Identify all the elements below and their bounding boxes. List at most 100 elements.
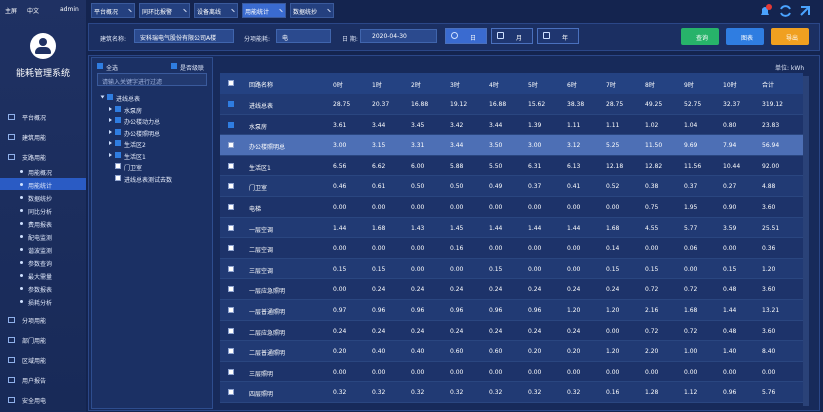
tree-arrow[interactable]: [109, 106, 112, 111]
tree-node[interactable]: 水泵房: [124, 107, 143, 115]
checkbox[interactable]: [228, 101, 234, 107]
home-link[interactable]: 主屏: [5, 8, 18, 15]
table-row[interactable]: [220, 238, 803, 259]
menu-item[interactable]: 区域用能: [22, 358, 47, 365]
checkbox[interactable]: [228, 204, 234, 210]
user-name[interactable]: admin: [60, 6, 79, 13]
select[interactable]: [276, 29, 331, 43]
tree-node[interactable]: 进线总表测试去数: [124, 176, 173, 184]
date-input[interactable]: [360, 29, 437, 43]
tab[interactable]: [242, 3, 286, 18]
checkbox[interactable]: [228, 183, 234, 190]
table-row[interactable]: [220, 300, 803, 321]
action-button[interactable]: [771, 28, 809, 45]
tree-option[interactable]: 全选: [106, 65, 119, 72]
search-placeholder[interactable]: 请输入关键字进行过滤: [102, 79, 163, 86]
tree-arrow[interactable]: [100, 95, 105, 99]
button-label[interactable]: 导出: [786, 35, 799, 42]
tree-node[interactable]: 门卫室: [124, 165, 143, 172]
submenu-item[interactable]: 谐波监测: [28, 248, 53, 255]
tab[interactable]: [290, 3, 334, 18]
tab-label[interactable]: 用能统计: [245, 9, 270, 16]
button-label[interactable]: 图表: [741, 35, 754, 42]
submenu-item[interactable]: 配电监测: [28, 235, 53, 242]
tab[interactable]: [194, 3, 238, 18]
lang-link[interactable]: 中文: [27, 8, 40, 15]
submenu-item[interactable]: 同比分析: [28, 209, 53, 216]
tree-option[interactable]: 是否级联: [180, 65, 205, 72]
menu-item[interactable]: 部门用能: [22, 338, 47, 345]
tab[interactable]: [91, 3, 135, 18]
tab-label[interactable]: 平台概况: [94, 9, 119, 16]
checkbox[interactable]: [228, 80, 234, 86]
menu-item[interactable]: 支路用能: [22, 155, 47, 162]
checkbox[interactable]: [228, 224, 234, 231]
submenu-item[interactable]: 参数报表: [28, 287, 53, 294]
submenu-item[interactable]: 用能概况: [28, 170, 53, 177]
action-button[interactable]: [681, 28, 719, 45]
checkbox[interactable]: [228, 368, 234, 375]
submenu-item[interactable]: 最大需量: [28, 274, 53, 281]
select[interactable]: [134, 29, 234, 43]
tree-arrow[interactable]: [109, 118, 112, 122]
period-label[interactable]: 月: [516, 35, 523, 42]
select-value[interactable]: 安科瑞电气股份有限公司A楼: [140, 35, 217, 42]
tree-node[interactable]: 生活区1: [124, 153, 146, 161]
table-row[interactable]: [220, 176, 803, 197]
button-label[interactable]: 查询: [696, 35, 709, 42]
checkbox[interactable]: [115, 163, 121, 169]
table-row[interactable]: [220, 382, 803, 403]
table-row[interactable]: [220, 320, 803, 342]
tab-label[interactable]: 设备离线: [197, 9, 222, 16]
submenu-item[interactable]: 参数查询: [28, 261, 53, 268]
refresh-icon[interactable]: [780, 5, 791, 17]
tree-arrow[interactable]: [109, 129, 112, 134]
checkbox[interactable]: [115, 128, 121, 135]
search-input[interactable]: [97, 73, 207, 86]
checkbox[interactable]: [107, 94, 113, 100]
period-label[interactable]: 年: [562, 35, 569, 42]
checkbox[interactable]: [228, 265, 234, 272]
table-row[interactable]: [220, 361, 803, 383]
checkbox[interactable]: [228, 286, 234, 293]
checkbox[interactable]: [115, 117, 121, 123]
tree-arrow[interactable]: [109, 152, 112, 157]
menu-item[interactable]: 安全用电: [22, 398, 47, 405]
tree-node[interactable]: 办公楼照明总: [124, 130, 161, 138]
checkbox[interactable]: [97, 63, 103, 69]
checkbox[interactable]: [115, 174, 121, 181]
menu-item[interactable]: 平台概况: [22, 115, 47, 122]
submenu-item[interactable]: 费用报表: [28, 222, 53, 229]
checkbox[interactable]: [228, 327, 234, 334]
checkbox[interactable]: [115, 140, 121, 146]
select-value[interactable]: 电: [282, 35, 289, 42]
table-row[interactable]: [220, 279, 803, 300]
checkbox[interactable]: [171, 63, 177, 69]
date-value[interactable]: 2020-04-30: [372, 33, 407, 40]
table-row[interactable]: [220, 217, 803, 239]
table-row[interactable]: [220, 197, 803, 218]
tab-label[interactable]: 数据统抄: [293, 9, 318, 16]
tab-label[interactable]: 同环比报警: [142, 9, 173, 16]
table-row[interactable]: [220, 114, 803, 136]
action-button[interactable]: [726, 28, 764, 45]
submenu-item[interactable]: 损耗分析: [28, 300, 53, 307]
table-row[interactable]: [220, 155, 803, 177]
checkbox[interactable]: [228, 121, 234, 128]
table-row[interactable]: [220, 135, 803, 156]
checkbox[interactable]: [228, 348, 234, 355]
checkbox[interactable]: [228, 307, 234, 313]
tree-node[interactable]: 进线总表: [116, 96, 141, 103]
menu-item[interactable]: 用户报告: [22, 378, 47, 385]
checkbox[interactable]: [228, 162, 234, 169]
checkbox[interactable]: [228, 389, 234, 396]
menu-item[interactable]: 分项用能: [22, 318, 47, 325]
submenu-item[interactable]: 数据统抄: [28, 196, 53, 203]
fullscreen-icon[interactable]: [800, 6, 810, 16]
checkbox[interactable]: [115, 151, 121, 158]
checkbox[interactable]: [115, 105, 121, 112]
checkbox[interactable]: [228, 142, 234, 149]
table-row[interactable]: [220, 258, 803, 280]
checkbox[interactable]: [228, 245, 234, 252]
submenu-item[interactable]: 用能统计: [28, 183, 53, 190]
